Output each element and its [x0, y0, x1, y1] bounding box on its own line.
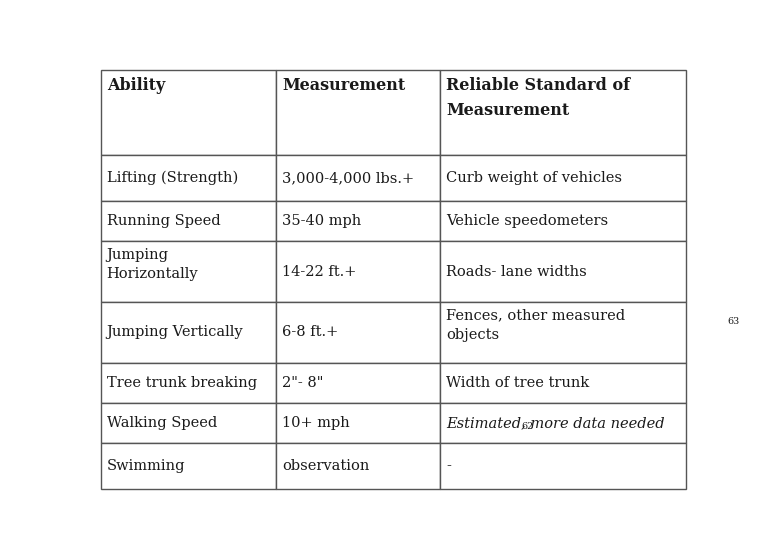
- Text: Vehicle speedometers: Vehicle speedometers: [446, 214, 608, 228]
- Bar: [276, 241, 441, 302]
- Text: 6-8 ft.+: 6-8 ft.+: [283, 325, 339, 339]
- Text: Jumping Vertically: Jumping Vertically: [107, 325, 243, 339]
- Text: 2"- 8": 2"- 8": [283, 375, 324, 390]
- Text: Walking Speed: Walking Speed: [107, 416, 217, 430]
- Text: Swimming: Swimming: [107, 459, 185, 473]
- Bar: [101, 201, 276, 241]
- Text: Ability: Ability: [107, 77, 165, 95]
- Bar: [101, 403, 276, 443]
- Text: 14-22 ft.+: 14-22 ft.+: [283, 264, 357, 279]
- Bar: [441, 155, 687, 201]
- Bar: [441, 241, 687, 302]
- Bar: [101, 443, 276, 489]
- Text: Fences, other measured
objects: Fences, other measured objects: [446, 308, 625, 342]
- Text: Reliable Standard of
Measurement: Reliable Standard of Measurement: [446, 77, 631, 119]
- Text: Running Speed: Running Speed: [107, 214, 220, 228]
- Text: 35-40 mph: 35-40 mph: [283, 214, 362, 228]
- Bar: [101, 302, 276, 363]
- Bar: [441, 443, 687, 489]
- Bar: [441, 201, 687, 241]
- Text: Curb weight of vehicles: Curb weight of vehicles: [446, 171, 622, 185]
- Bar: [441, 403, 687, 443]
- Text: Lifting (Strength): Lifting (Strength): [107, 171, 238, 185]
- Bar: [101, 241, 276, 302]
- Bar: [441, 70, 687, 155]
- Text: 62: 62: [521, 422, 533, 431]
- Text: 10+ mph: 10+ mph: [283, 416, 350, 430]
- Text: 63: 63: [727, 317, 740, 326]
- Bar: [101, 155, 276, 201]
- Text: Width of tree trunk: Width of tree trunk: [446, 375, 590, 390]
- Bar: [276, 155, 441, 201]
- Bar: [276, 302, 441, 363]
- Bar: [276, 403, 441, 443]
- Bar: [276, 70, 441, 155]
- Bar: [101, 70, 276, 155]
- Bar: [276, 201, 441, 241]
- Text: Measurement: Measurement: [283, 77, 406, 95]
- Text: 3,000-4,000 lbs.+: 3,000-4,000 lbs.+: [283, 171, 415, 185]
- Text: Roads- lane widths: Roads- lane widths: [446, 264, 588, 279]
- Text: Estimated, more data needed: Estimated, more data needed: [446, 416, 665, 430]
- Bar: [101, 363, 276, 403]
- Text: Tree trunk breaking: Tree trunk breaking: [107, 375, 257, 390]
- Bar: [441, 302, 687, 363]
- Text: -: -: [446, 459, 452, 473]
- Bar: [441, 363, 687, 403]
- Text: Jumping
Horizontally: Jumping Horizontally: [107, 248, 198, 281]
- Bar: [276, 443, 441, 489]
- Text: observation: observation: [283, 459, 369, 473]
- Bar: [276, 363, 441, 403]
